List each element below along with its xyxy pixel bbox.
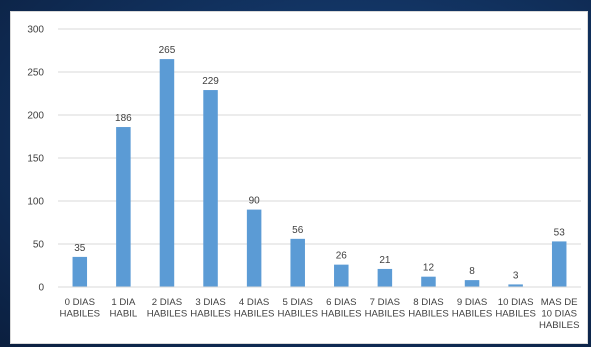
data-label: 265 — [159, 45, 176, 56]
y-tick-label: 300 — [27, 25, 44, 36]
bar — [246, 209, 262, 287]
x-tick-label: 1 DIA HABIL — [110, 297, 138, 320]
bar — [116, 127, 131, 287]
bar — [72, 256, 88, 287]
bar — [334, 264, 349, 287]
data-label: 56 — [292, 225, 304, 236]
data-label: 21 — [379, 255, 391, 266]
x-tick-label: 0 DIAS HABILES — [60, 297, 101, 320]
data-label: 26 — [336, 251, 348, 262]
x-tick-label: 6 DIAS HABILES — [321, 297, 362, 320]
bar — [551, 241, 567, 287]
y-tick-label: 200 — [27, 111, 44, 122]
y-tick-label: 50 — [33, 240, 45, 251]
bar — [421, 276, 436, 287]
data-label: 8 — [469, 266, 475, 277]
y-axis-ticks: 0 50 100 150 200 250 300 — [27, 25, 44, 294]
bar — [290, 238, 305, 287]
x-tick-label: 7 DIAS HABILES — [365, 297, 406, 320]
bar — [508, 284, 523, 287]
data-label: 35 — [74, 243, 86, 254]
bar — [377, 268, 393, 287]
bars — [72, 59, 567, 287]
x-tick-label: 4 DIAS HABILES — [234, 297, 275, 320]
y-tick-label: 150 — [27, 154, 44, 165]
bar — [203, 90, 218, 287]
data-label: 90 — [249, 196, 261, 207]
x-tick-label: 2 DIAS HABILES — [147, 297, 188, 320]
chart-panel: 0 50 100 150 200 250 300 35 186 265 229 90 56 26 21 12… — [10, 11, 588, 344]
x-tick-label: 3 DIAS HABILES — [190, 297, 231, 320]
y-tick-label: 0 — [38, 283, 44, 294]
y-tick-label: 100 — [27, 197, 44, 208]
data-label: 3 — [513, 270, 519, 281]
x-tick-label: MAS DE 10 DIAS HABILES — [539, 297, 580, 331]
y-tick-label: 250 — [27, 68, 44, 79]
data-label: 12 — [423, 263, 435, 274]
gridlines — [58, 28, 581, 245]
data-label: 53 — [554, 227, 566, 238]
bar-chart: 0 50 100 150 200 250 300 35 186 265 229 90 56 26 21 12… — [27, 25, 581, 331]
x-tick-label: 8 DIAS HABILES — [408, 297, 449, 320]
data-label: 186 — [115, 113, 132, 124]
bar — [464, 280, 480, 287]
bar — [159, 59, 175, 287]
data-labels: 35 186 265 229 90 56 26 21 12 8 3 53 — [74, 45, 565, 281]
data-label: 229 — [202, 76, 219, 87]
x-tick-label: 5 DIAS HABILES — [277, 297, 318, 320]
x-tick-label: 9 DIAS HABILES — [452, 297, 493, 320]
x-tick-label: 10 DIAS HABILES — [495, 297, 536, 320]
